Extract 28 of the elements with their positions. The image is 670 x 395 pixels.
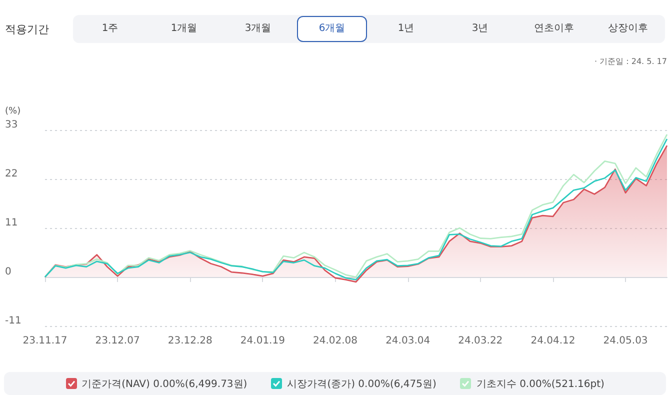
x-tick-label: 24.04.12	[530, 336, 576, 346]
y-tick-label: -11	[5, 316, 22, 326]
y-tick-label: 22	[5, 168, 18, 180]
legend-label: 기초지수 0.00%(521.16pt)	[476, 378, 604, 390]
x-tick-label: 24.05.03	[603, 336, 648, 346]
legend-label: 기준가격(NAV) 0.00%(6,499.73원)	[82, 378, 248, 390]
text: 상장이후	[607, 22, 649, 36]
x-tick-label: 24.03.22	[458, 336, 503, 346]
y-axis-title: (%)	[5, 106, 21, 116]
x-tick-label: 23.12.07	[95, 336, 140, 346]
text: 3년	[470, 22, 490, 36]
text: 연초이후	[533, 22, 575, 36]
text: 3개월	[244, 22, 272, 36]
text: 적용기간	[5, 22, 49, 37]
text: 1개월	[170, 22, 198, 36]
x-tick-label: 24.02.08	[313, 336, 358, 346]
x-tick-label: 23.11.17	[22, 336, 68, 346]
legend-label: 시장가격(종가) 0.00%(6,475원)	[287, 378, 436, 390]
x-tick-label: 24.03.04	[386, 336, 430, 346]
text: 6개월	[297, 16, 367, 42]
y-tick-label: 11	[5, 218, 18, 228]
text: 1년	[396, 22, 416, 36]
text: 1주	[100, 22, 120, 36]
text: · 기준일 : 24. 5. 17	[594, 56, 667, 67]
y-tick-label: 0	[5, 266, 12, 278]
y-tick-label: 33	[5, 120, 18, 130]
x-tick-label: 23.12.28	[168, 336, 212, 346]
x-tick-label: 24.01.19	[240, 336, 285, 346]
